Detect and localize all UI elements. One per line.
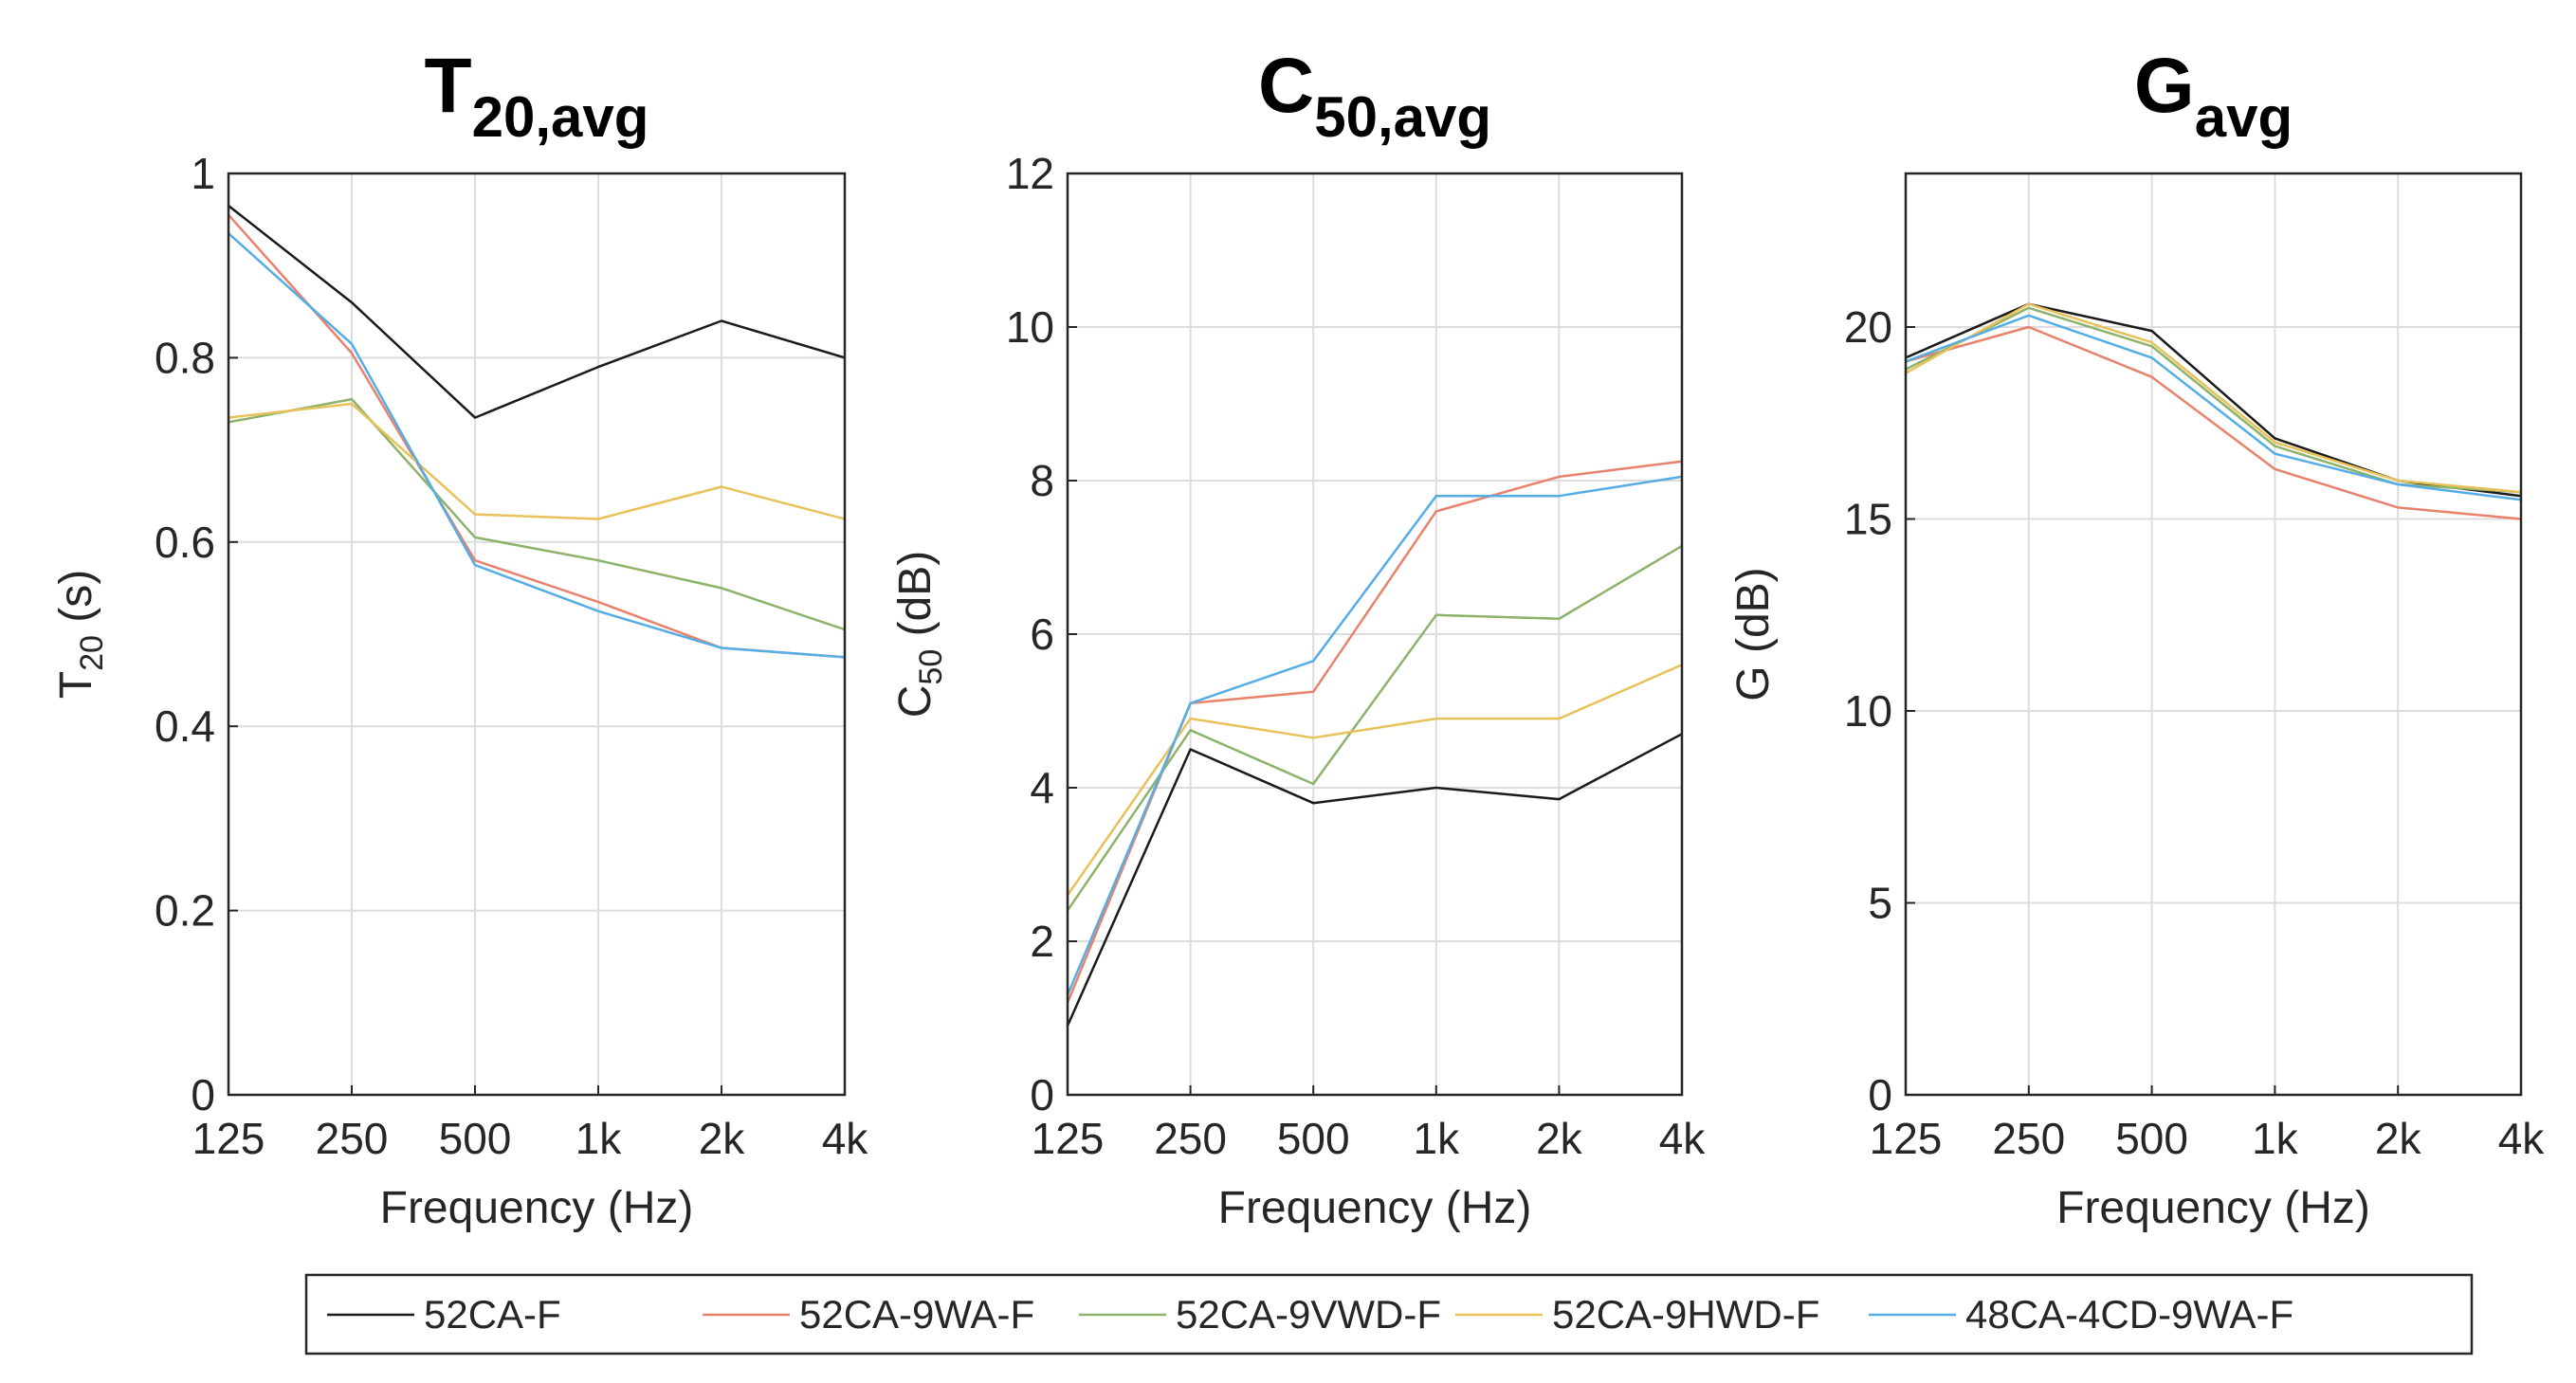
y-tick-label: 12 <box>1006 149 1054 198</box>
axes-box <box>227 172 847 1097</box>
x-tick-label: 500 <box>1277 1114 1350 1163</box>
y-tick-label: 15 <box>1844 495 1892 544</box>
y-tick-label: 0.2 <box>155 886 215 936</box>
series-line-48CA-4CD-9WA-F <box>1066 475 1683 996</box>
legend-item: 52CA-9WA-F <box>703 1292 1034 1337</box>
panel-title: T20,avg <box>425 43 649 149</box>
x-tick-label: 500 <box>2115 1114 2188 1163</box>
y-tick-label: 2 <box>1030 917 1054 966</box>
x-axis-label: Frequency (Hz) <box>1218 1183 1532 1233</box>
x-tick-label: 250 <box>1154 1114 1227 1163</box>
x-tick-label: 125 <box>192 1114 265 1163</box>
series-line-52CA-9VWD-F <box>1905 306 2522 494</box>
series-line-52CA-9VWD-F <box>1066 544 1683 912</box>
x-tick-label: 250 <box>1992 1114 2065 1163</box>
legend-label: 52CA-9WA-F <box>799 1292 1034 1337</box>
x-tick-label: 1k <box>2252 1114 2299 1163</box>
legend-item: 48CA-4CD-9WA-F <box>1869 1292 2293 1337</box>
legend: 52CA-F 52CA-9WA-F 52CA-9VWD-F 52CA-9HWD-F 48… <box>304 1273 2474 1356</box>
panel-title: Gavg <box>2134 43 2293 149</box>
x-axis-label: Frequency (Hz) <box>380 1183 694 1233</box>
series-line-52CA-9HWD-F <box>1905 302 2522 494</box>
y-tick-label: 0 <box>191 1070 215 1119</box>
y-axis-label: T20 (s) <box>51 570 110 699</box>
y-tick-label: 10 <box>1844 686 1892 736</box>
legend-label: 52CA-9VWD-F <box>1176 1292 1441 1337</box>
series-line-52CA-9HWD-F <box>1066 664 1683 897</box>
y-tick-label: 0.4 <box>155 701 215 751</box>
x-tick-label: 250 <box>316 1114 389 1163</box>
plot-area <box>228 173 845 1095</box>
x-tick-label: 2k <box>1536 1114 1583 1163</box>
x-tick-label: 2k <box>699 1114 746 1163</box>
y-tick-label: 4 <box>1030 763 1054 812</box>
x-axis-label: Frequency (Hz) <box>2056 1183 2370 1233</box>
x-tick-label: 125 <box>1032 1114 1105 1163</box>
y-axis-label: G (dB) <box>1728 567 1779 701</box>
axes-box <box>1904 172 2523 1097</box>
x-tick-label: 1k <box>1414 1114 1461 1163</box>
legend-label: 52CA-F <box>424 1292 561 1337</box>
plot-area <box>1906 173 2521 1095</box>
x-tick-label: 4k <box>1659 1114 1707 1163</box>
series-line-52CA-9WA-F <box>1905 325 2522 520</box>
series-line-52CA-9HWD-F <box>228 402 846 520</box>
legend-item: 52CA-F <box>327 1292 561 1337</box>
x-tick-label: 125 <box>1870 1114 1943 1163</box>
y-tick-label: 5 <box>1868 879 1892 928</box>
legend-label: 48CA-4CD-9WA-F <box>1965 1292 2293 1337</box>
y-tick-label: 8 <box>1030 456 1054 505</box>
y-tick-label: 0 <box>1868 1070 1892 1119</box>
x-tick-label: 4k <box>2498 1114 2546 1163</box>
x-tick-label: 2k <box>2375 1114 2422 1163</box>
y-tick-label: 0.8 <box>155 333 215 382</box>
chart-panel-1: 125 250 500 1k 2k 4k 0 0.2 0.4 0.6 0.8 1 Frequency (… <box>51 43 868 1233</box>
x-tick-label: 500 <box>439 1114 512 1163</box>
y-tick-label: 10 <box>1006 302 1054 352</box>
chart-panel-3: 125 250 500 1k 2k 4k 0 5 10 15 20 Frequency (Hz) G (… <box>1728 43 2545 1233</box>
chart-panel-2: 125 250 500 1k 2k 4k 0 2 4 6 8 10 12 Frequency (Hz) C5… <box>890 43 1706 1233</box>
y-tick-label: 1 <box>191 149 215 198</box>
y-tick-label: 0 <box>1030 1070 1054 1119</box>
y-tick-label: 6 <box>1030 610 1054 659</box>
series-line-52CA-9VWD-F <box>228 397 846 631</box>
series-line-52CA-F <box>228 205 846 419</box>
legend-box <box>304 1273 2474 1356</box>
series-line-48CA-4CD-9WA-F <box>1905 314 2522 501</box>
legend-item: 52CA-9HWD-F <box>1455 1292 1819 1337</box>
series-line-48CA-4CD-9WA-F <box>228 232 846 659</box>
y-axis-label: C50 (dB) <box>890 551 949 719</box>
y-tick-label: 20 <box>1844 302 1892 352</box>
legend-label: 52CA-9HWD-F <box>1552 1292 1819 1337</box>
y-tick-label: 0.6 <box>155 518 215 567</box>
series-line-52CA-F <box>1066 733 1683 1027</box>
x-tick-label: 4k <box>822 1114 869 1163</box>
panel-title: C50,avg <box>1258 43 1491 149</box>
legend-item: 52CA-9VWD-F <box>1079 1292 1441 1337</box>
x-tick-label: 1k <box>575 1114 623 1163</box>
